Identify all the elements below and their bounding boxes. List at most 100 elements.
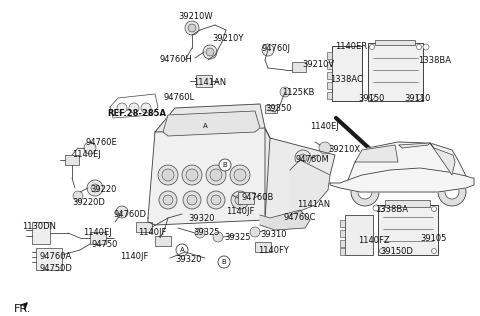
- Circle shape: [250, 227, 260, 237]
- Bar: [340, 220, 345, 227]
- Text: 94750: 94750: [92, 240, 119, 249]
- Text: 1140EJ: 1140EJ: [72, 150, 101, 159]
- Circle shape: [295, 150, 311, 166]
- Circle shape: [351, 178, 379, 206]
- Polygon shape: [155, 104, 265, 132]
- Polygon shape: [148, 128, 270, 225]
- Bar: [340, 240, 345, 247]
- Polygon shape: [355, 145, 398, 162]
- Text: 1140EJ: 1140EJ: [83, 228, 112, 237]
- Circle shape: [280, 87, 290, 97]
- Text: 39105: 39105: [420, 234, 446, 243]
- Text: 1140ER: 1140ER: [335, 42, 367, 51]
- Text: 94760A: 94760A: [40, 252, 72, 261]
- Text: 94760L: 94760L: [163, 93, 194, 102]
- Text: 39150D: 39150D: [380, 247, 413, 256]
- Text: 94760E: 94760E: [85, 138, 117, 147]
- Text: B: B: [223, 162, 228, 168]
- Circle shape: [188, 24, 196, 32]
- Circle shape: [370, 45, 374, 50]
- Bar: [327, 52, 332, 59]
- Text: 1140JF: 1140JF: [138, 228, 167, 237]
- Circle shape: [129, 103, 139, 113]
- Bar: [238, 192, 254, 204]
- Circle shape: [84, 142, 96, 154]
- Text: 94760C: 94760C: [283, 213, 315, 222]
- Polygon shape: [399, 143, 430, 148]
- Circle shape: [370, 94, 374, 100]
- Bar: [332, 46, 362, 101]
- Circle shape: [195, 228, 205, 238]
- Text: FR.: FR.: [14, 304, 31, 314]
- Circle shape: [230, 165, 250, 185]
- Text: 39325: 39325: [224, 233, 251, 242]
- Text: 39320: 39320: [175, 255, 202, 264]
- Bar: [340, 230, 345, 237]
- Circle shape: [219, 159, 231, 171]
- Bar: [36, 248, 62, 270]
- Bar: [327, 92, 332, 99]
- Text: 39325: 39325: [193, 228, 219, 237]
- Circle shape: [187, 195, 197, 205]
- Circle shape: [231, 191, 249, 209]
- Circle shape: [91, 184, 99, 192]
- Bar: [327, 62, 332, 69]
- Bar: [345, 215, 373, 255]
- Circle shape: [218, 256, 230, 268]
- Text: 39350: 39350: [265, 104, 291, 113]
- Text: 39320: 39320: [188, 214, 215, 223]
- Text: REF.28-285A: REF.28-285A: [107, 109, 166, 118]
- Circle shape: [185, 21, 199, 35]
- Circle shape: [117, 103, 127, 113]
- Bar: [340, 248, 345, 255]
- Text: 1338BA: 1338BA: [418, 56, 451, 65]
- Circle shape: [176, 244, 188, 256]
- Circle shape: [432, 248, 436, 253]
- Text: 39150: 39150: [358, 94, 384, 103]
- Text: 94760J: 94760J: [262, 44, 291, 53]
- Text: 39210X: 39210X: [328, 145, 360, 154]
- Circle shape: [262, 44, 274, 56]
- Polygon shape: [265, 128, 335, 220]
- Bar: [196, 75, 212, 87]
- Text: 1125KB: 1125KB: [282, 88, 314, 97]
- Text: 1140FY: 1140FY: [258, 246, 289, 255]
- Polygon shape: [260, 210, 310, 230]
- Bar: [385, 200, 430, 207]
- Text: 39210V: 39210V: [302, 60, 334, 69]
- Bar: [255, 242, 271, 252]
- Circle shape: [234, 169, 246, 181]
- Text: 1338BA: 1338BA: [375, 205, 408, 214]
- Circle shape: [206, 48, 214, 56]
- Circle shape: [432, 206, 436, 211]
- Text: 1140JF: 1140JF: [226, 207, 254, 216]
- Text: A: A: [180, 247, 184, 253]
- Circle shape: [162, 169, 174, 181]
- Circle shape: [445, 185, 459, 199]
- Circle shape: [417, 45, 421, 50]
- Circle shape: [210, 169, 222, 181]
- Circle shape: [423, 44, 429, 50]
- Polygon shape: [290, 160, 330, 215]
- Circle shape: [116, 206, 128, 218]
- Circle shape: [159, 191, 177, 209]
- Circle shape: [319, 142, 331, 154]
- Text: 39210Y: 39210Y: [212, 34, 243, 43]
- Circle shape: [183, 191, 201, 209]
- Circle shape: [213, 232, 223, 242]
- Circle shape: [438, 178, 466, 206]
- Bar: [90, 232, 106, 244]
- Circle shape: [211, 195, 221, 205]
- Text: 39310: 39310: [260, 230, 287, 239]
- Circle shape: [186, 169, 198, 181]
- Circle shape: [380, 206, 384, 211]
- Text: 39220D: 39220D: [72, 198, 105, 207]
- Bar: [265, 105, 277, 113]
- Circle shape: [158, 165, 178, 185]
- Circle shape: [73, 191, 83, 201]
- Polygon shape: [330, 168, 474, 192]
- Polygon shape: [163, 111, 260, 136]
- Circle shape: [299, 154, 307, 162]
- Text: B: B: [222, 259, 227, 265]
- Circle shape: [163, 195, 173, 205]
